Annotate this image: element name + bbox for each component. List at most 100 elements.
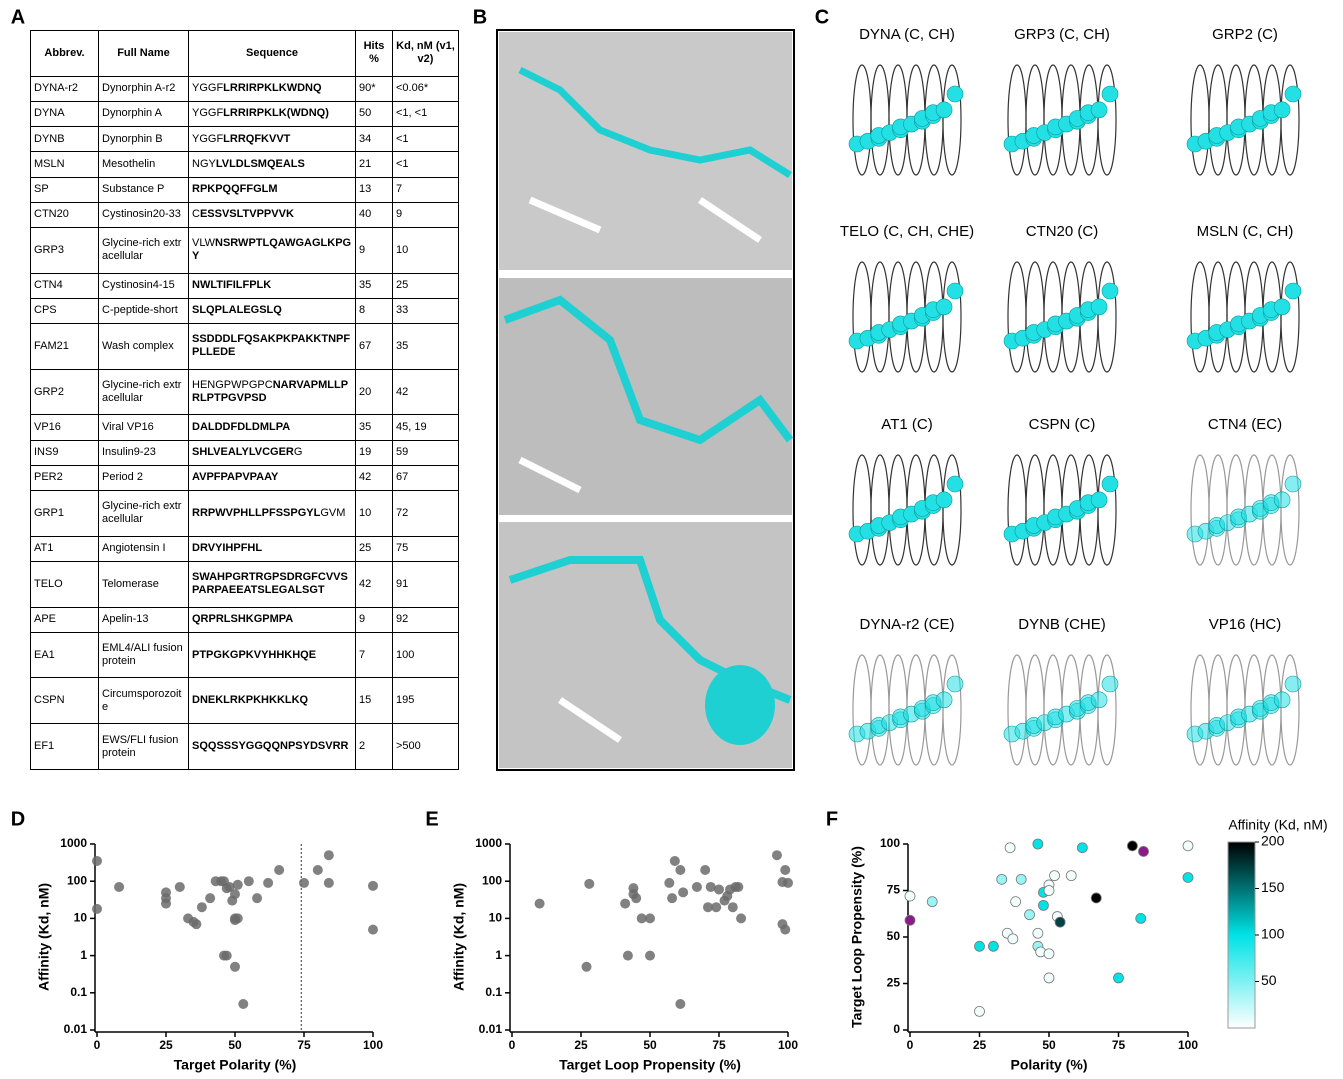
y-tick-label: 100 [880, 836, 900, 850]
data-point [667, 893, 678, 904]
name-cell: Apelin-13 [98, 606, 189, 633]
peptide-atom [1101, 85, 1119, 103]
sequence-cell: HENGPWPGPCNARVAPMLLPRLPTPGVPSD [188, 368, 356, 416]
hits-cell: 13 [355, 176, 393, 203]
data-point [675, 998, 686, 1009]
data-point [368, 880, 378, 891]
kd-cell: 42 [392, 368, 459, 416]
panel-b-images [496, 29, 795, 771]
data-point [904, 890, 916, 902]
structure-label: DYNB (CHE) [1018, 616, 1106, 633]
table-row: DYNA-r2 Dynorphin A-r2 YGGFLRRIRPKLKWDNQ 90… [30, 75, 459, 102]
kd-cell: 33 [392, 297, 459, 325]
peptide-atom [946, 282, 964, 300]
helix-outline [942, 64, 962, 176]
kd-cell: 35 [392, 323, 459, 370]
table-row: GRP2 Glycine-rich extracellular HENGPWPGPC… [30, 368, 459, 416]
structure-label: MSLN (C, CH) [1197, 223, 1294, 240]
name-cell: Glycine-rich extracellular [98, 368, 189, 416]
helix-outline [870, 654, 890, 766]
sequence-cell: RPKPQQFFGLM [188, 176, 356, 203]
structure-image [1003, 64, 1119, 176]
data-point [645, 950, 655, 961]
hits-cell: 42 [355, 560, 393, 608]
data-point [368, 924, 378, 935]
colorbar-tick-label: 50 [1261, 972, 1277, 988]
sequence-segment: YGGF [192, 132, 224, 145]
structure-image [848, 454, 964, 566]
name-cell: Cystinosin4-15 [98, 272, 189, 299]
data-point [92, 903, 102, 914]
side-chain [518, 196, 762, 743]
structure-label: GRP2 (C) [1212, 26, 1278, 43]
data-point [636, 913, 647, 924]
data-point [645, 913, 655, 924]
data-point [252, 893, 263, 904]
peptide-table: Abbrev. Full Name Sequence Hits % Kd, nM (v1… [30, 30, 459, 770]
hits-cell: 40 [355, 201, 393, 228]
data-point [996, 873, 1008, 885]
helix-outline [1190, 64, 1210, 176]
x-tick-label: 75 [1112, 1038, 1126, 1052]
y-tick-label: 100 [482, 873, 502, 887]
data-point [736, 913, 747, 924]
name-cell: Cystinosin20-33 [98, 201, 189, 228]
sequence-segment: SWAHPGRTRGPSDRGFCVVSPARPAEEATSLEGALSGT [192, 571, 348, 597]
peptide-atom [946, 475, 964, 493]
data-point [534, 898, 545, 909]
x-axis-label: Polarity (%) [1010, 1057, 1087, 1073]
helix [705, 665, 775, 745]
data-point [700, 865, 711, 876]
data-point [299, 877, 309, 888]
data-point [196, 902, 207, 913]
y-tick-label: 25 [887, 976, 901, 990]
abbrev-cell: TELO [30, 560, 99, 608]
data-point [221, 950, 232, 961]
kd-cell: 7 [392, 176, 459, 203]
helix-outline [1208, 261, 1228, 373]
abbrev-cell: APE [30, 606, 99, 633]
x-tick-label: 100 [778, 1038, 798, 1052]
peptide-atom [1284, 282, 1302, 300]
x-tick-label: 25 [574, 1038, 588, 1052]
abbrev-cell: VP16 [30, 414, 99, 441]
hits-cell: 35 [355, 272, 393, 299]
panel-label: A [11, 6, 25, 28]
helix-outline [1025, 261, 1045, 373]
table-row: FAM21 Wash complex SSDDDLFQSAKPKPAKKTNPFPL… [30, 323, 459, 370]
sequence-segment: PTPGKGPKVYHHKHQE [192, 648, 317, 661]
table-row: APE Apelin-13 QRPRLSHKGPMPA 9 92 [30, 606, 459, 633]
data-point [1135, 913, 1147, 924]
hits-cell: 15 [355, 677, 393, 725]
data-point [1004, 842, 1016, 854]
structure-image [848, 64, 964, 176]
name-cell: Dynorphin B [98, 126, 189, 153]
y-tick-label: 1 [495, 948, 502, 962]
helix-outline [942, 654, 962, 766]
name-cell: Wash complex [98, 323, 189, 370]
data-point [620, 898, 631, 909]
hits-cell: 19 [355, 439, 393, 466]
abbrev-cell: AT1 [30, 535, 99, 562]
panel-label: E [425, 808, 438, 830]
sequence-segment: ESSVSLTVPPVVK [199, 208, 294, 221]
sequence-cell: QRPRLSHKGPMPA [188, 606, 356, 633]
hits-cell: 9 [355, 226, 393, 274]
data-point [904, 914, 916, 926]
data-point [702, 902, 713, 913]
hits-cell: 50 [355, 100, 393, 128]
abbrev-cell: CPS [30, 297, 99, 325]
hits-cell: 9 [355, 606, 393, 633]
header-row: Abbrev. Full Name Sequence Hits % Kd, nM (v1… [30, 30, 459, 77]
data-point [1065, 870, 1077, 882]
data-point [622, 950, 633, 961]
helix-outline [1007, 64, 1027, 176]
helix-outline [1025, 454, 1045, 566]
sequence-cell: DALDDFDLDMLPA [188, 414, 356, 441]
abbrev-cell: PER2 [30, 464, 99, 491]
helix-outline [1190, 654, 1210, 766]
data-point [1127, 840, 1138, 852]
structure-label: DYNA-r2 (CE) [859, 616, 954, 633]
peptide-stick [518, 66, 792, 178]
sequence-segment: QRPRLSHKGPMPA [192, 613, 294, 626]
